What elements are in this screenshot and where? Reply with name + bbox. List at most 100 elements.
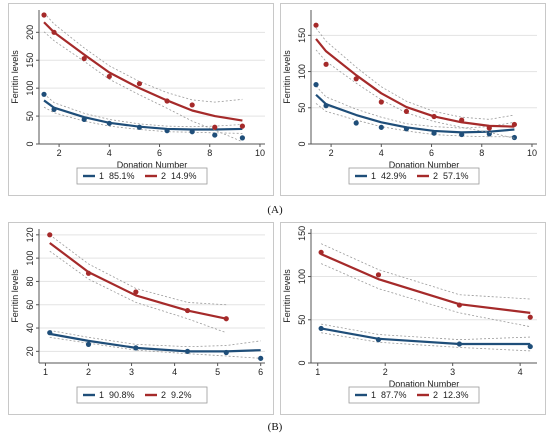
chart-svg-3: 0 50 100 150 1 2 3 4 Ferritin levels Donation Num… xyxy=(282,226,537,404)
legend: 1 85.1% 2 14.9% xyxy=(76,167,208,185)
observed-point-class-1 xyxy=(212,132,218,138)
y-tick-label: 120 xyxy=(25,227,35,242)
observed-point-class-1 xyxy=(323,103,329,109)
observed-point-class-1 xyxy=(258,355,264,361)
legend-key: 1 xyxy=(99,171,104,181)
x-tick-label: 8 xyxy=(479,148,484,158)
x-tick-label: 6 xyxy=(429,148,434,158)
legend: 1 90.8% 2 9.2% xyxy=(76,386,208,404)
ci-upper-line xyxy=(43,12,243,103)
observed-point-class-2 xyxy=(106,73,112,80)
y-axis-title: Ferritin levels xyxy=(282,269,292,323)
observed-point-class-1 xyxy=(527,343,533,350)
observed-point-class-2 xyxy=(313,22,319,28)
observed-point-class-1 xyxy=(239,135,245,141)
observed-point-class-1 xyxy=(51,106,57,112)
legend-percent: 87.7% xyxy=(381,390,407,400)
fit-line-class-1 xyxy=(315,93,515,134)
ci-lower-line xyxy=(49,336,261,359)
observed-point-class-2 xyxy=(133,289,139,295)
observed-point-class-2 xyxy=(212,124,218,130)
legend-key: 1 xyxy=(371,171,376,181)
fit-line-class-2 xyxy=(43,21,243,122)
y-tick-label: 100 xyxy=(25,251,35,266)
ci-upper-line xyxy=(315,85,515,129)
x-tick-label: 2 xyxy=(383,367,388,377)
legend-key: 2 xyxy=(433,390,438,400)
observed-point-class-1 xyxy=(189,129,195,135)
observed-point-class-1 xyxy=(41,91,47,97)
legend-percent: 57.1% xyxy=(443,171,469,181)
ci-upper-line xyxy=(315,27,515,120)
observed-point-class-2 xyxy=(81,55,87,62)
legend: 1 42.9% 2 57.1% xyxy=(348,167,480,185)
y-tick-label: 100 xyxy=(297,269,307,284)
observed-point-class-2 xyxy=(47,232,53,238)
legend-box xyxy=(348,167,480,185)
legend: 1 87.7% 2 12.3% xyxy=(348,386,480,404)
observed-point-class-1 xyxy=(81,116,87,123)
y-tick-label: 150 xyxy=(25,53,35,68)
ci-upper-line xyxy=(49,329,261,348)
ci-lower-line xyxy=(43,106,243,134)
y-tick-label: 0 xyxy=(25,141,35,146)
observed-point-class-1 xyxy=(85,341,92,347)
legend-percent: 14.9% xyxy=(171,171,197,181)
x-tick-label: 6 xyxy=(157,148,162,158)
observed-point-class-2 xyxy=(459,117,465,123)
x-axis-title: Donation Number xyxy=(117,160,188,170)
y-tick-label: 0 xyxy=(297,141,307,146)
chart-svg-2: 20 40 60 80 100 120 1 2 3 4 5 6 Ferritin levels 1 90.8… xyxy=(10,227,265,404)
x-tick-label: 2 xyxy=(329,148,334,158)
x-tick-label: 3 xyxy=(129,367,134,377)
observed-point-class-2 xyxy=(239,123,245,129)
ci-lower-line xyxy=(321,332,531,352)
legend-key: 2 xyxy=(161,390,166,400)
observed-point-class-1 xyxy=(353,120,359,126)
ci-lower-line xyxy=(49,250,227,334)
y-tick-label: 150 xyxy=(297,28,307,43)
x-tick-label: 2 xyxy=(57,148,62,158)
observed-point-class-2 xyxy=(375,272,382,278)
observed-point-class-2 xyxy=(41,12,47,18)
fit-line-class-2 xyxy=(315,38,515,128)
y-tick-label: 50 xyxy=(297,103,307,113)
observed-point-class-1 xyxy=(511,134,517,141)
observed-point-class-2 xyxy=(323,61,329,67)
legend-percent: 85.1% xyxy=(109,171,135,181)
figure-label-a: (A) xyxy=(267,204,283,216)
observed-point-class-1 xyxy=(375,337,382,343)
legend-percent: 12.3% xyxy=(443,390,469,400)
observed-point-class-2 xyxy=(85,270,92,276)
observed-point-class-2 xyxy=(527,314,533,320)
y-tick-label: 80 xyxy=(25,276,35,286)
y-tick-label: 20 xyxy=(25,346,35,356)
x-axis-title: Donation Number xyxy=(389,160,460,170)
fit-line-class-1 xyxy=(49,332,261,353)
fit-line-class-2 xyxy=(320,253,531,314)
y-tick-label: 150 xyxy=(297,226,307,241)
chart-panel-a-right: 0 50 100 150 2 4 6 8 10 Ferritin levels Donation N… xyxy=(280,3,546,196)
observed-point-class-2 xyxy=(318,249,324,255)
ci-upper-line xyxy=(43,93,243,128)
legend-percent: 90.8% xyxy=(109,390,135,400)
chart-panel-a-left: 0 50 100 150 200 2 4 6 8 10 Ferritin levels Donatio… xyxy=(8,3,274,196)
observed-point-class-1 xyxy=(136,124,143,130)
observed-point-class-1 xyxy=(184,348,191,354)
observed-point-class-2 xyxy=(456,302,463,308)
ci-lower-line xyxy=(43,31,243,143)
observed-point-class-2 xyxy=(353,76,359,82)
chart-panel-b-right: 0 50 100 150 1 2 3 4 Ferritin levels Donation Num… xyxy=(280,222,546,415)
observed-point-class-2 xyxy=(223,316,229,322)
x-tick-label: 10 xyxy=(255,148,265,158)
y-axis-title: Ferritin levels xyxy=(10,50,20,104)
observed-point-class-2 xyxy=(403,108,410,115)
y-tick-label: 200 xyxy=(25,25,35,40)
observed-point-class-1 xyxy=(47,330,53,336)
fit-line-class-1 xyxy=(320,327,531,346)
observed-point-class-2 xyxy=(164,98,170,104)
x-tick-label: 4 xyxy=(379,148,384,158)
x-tick-label: 1 xyxy=(315,367,320,377)
x-tick-label: 5 xyxy=(215,367,220,377)
y-axis-title: Ferritin levels xyxy=(10,269,20,323)
